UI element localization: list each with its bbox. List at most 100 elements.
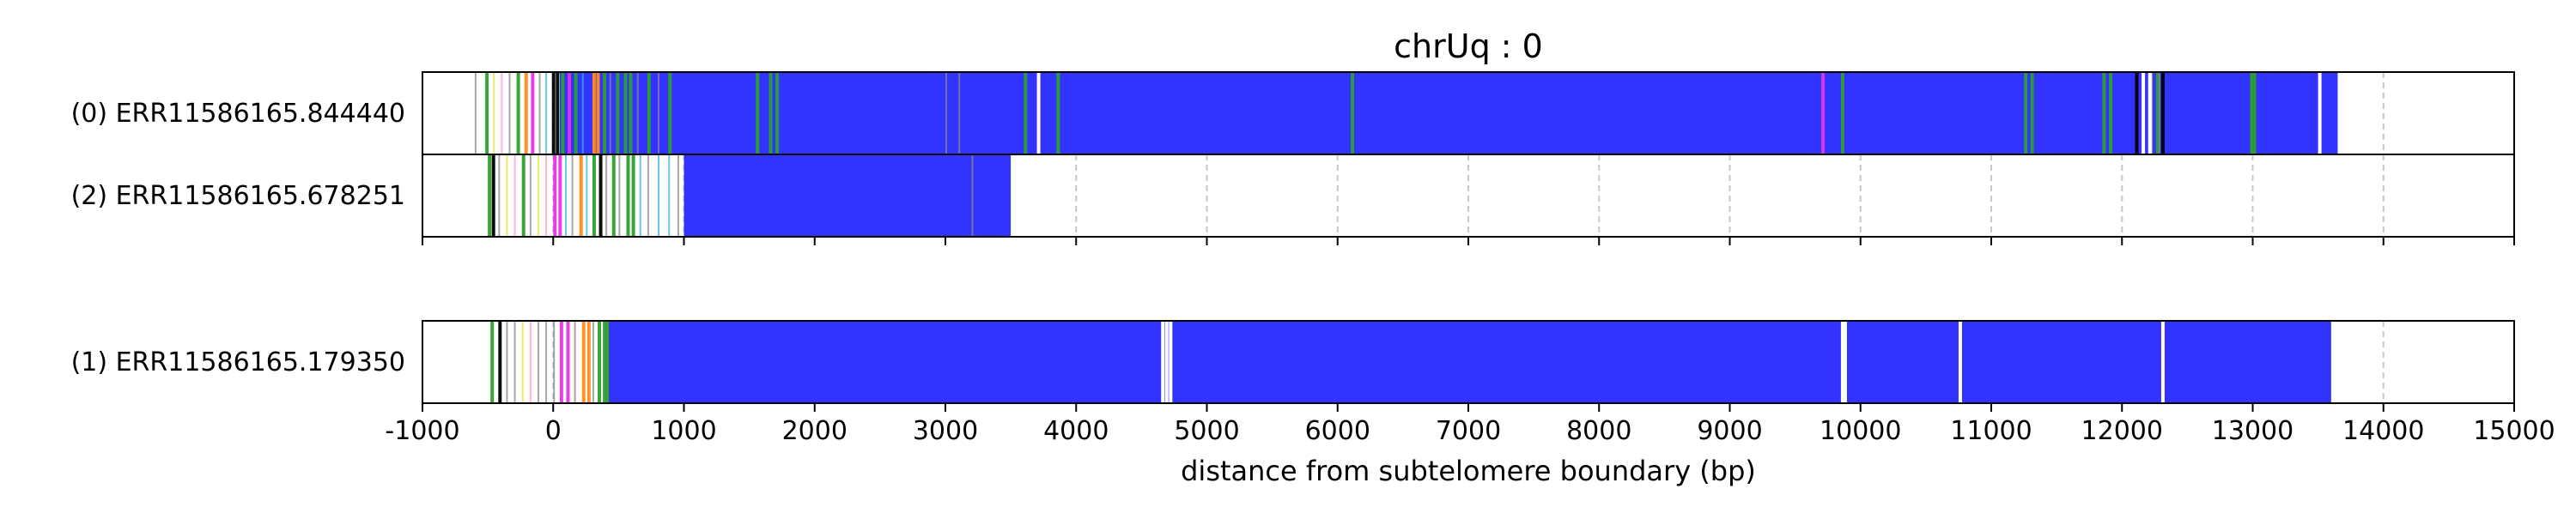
gap-mark: [2148, 72, 2152, 154]
x-tick-label: 14000: [2342, 416, 2424, 446]
feature-mark: [971, 154, 974, 237]
feature-mark: [605, 321, 610, 403]
feature-mark: [498, 154, 501, 237]
gap-mark: [1161, 321, 1165, 403]
x-axis: -1000 0 1000 2000 3000 4000 5000 6000 7000 8000 90…: [385, 237, 2555, 446]
x-tick-label: 15000: [2473, 416, 2555, 446]
x-tick-label: 6000: [1305, 416, 1370, 446]
feature-mark: [545, 154, 548, 237]
feature-mark: [592, 321, 594, 403]
feature-mark: [485, 72, 489, 154]
feature-mark: [623, 72, 628, 154]
feature-mark: [2150, 72, 2153, 154]
feature-mark: [556, 72, 560, 154]
feature-mark: [668, 154, 671, 237]
gap-mark: [1840, 321, 1844, 403]
gap-mark: [1169, 321, 1173, 403]
feature-mark: [639, 154, 641, 237]
feature-mark: [1821, 72, 1826, 154]
x-tick-label: 12000: [2081, 416, 2163, 446]
feature-mark: [498, 321, 502, 403]
x-tick-label: 7000: [1436, 416, 1501, 446]
feature-mark: [618, 154, 621, 237]
feature-mark: [586, 321, 591, 403]
gap-mark: [1843, 321, 1847, 403]
x-tick-label: 0: [545, 416, 562, 446]
feature-mark: [553, 154, 557, 237]
feature-mark: [592, 154, 596, 237]
track-0: (0) ERR11586165.844440: [71, 72, 2338, 154]
x-tick-label: 11000: [1950, 416, 2032, 446]
x-tick-label: 13000: [2212, 416, 2293, 446]
gap-mark: [1958, 321, 1962, 403]
feature-mark: [609, 72, 611, 154]
feature-mark: [529, 321, 532, 403]
feature-mark: [2102, 72, 2106, 154]
gap-mark: [2318, 72, 2322, 154]
feature-mark: [596, 72, 600, 154]
feature-mark: [658, 154, 660, 237]
feature-mark: [551, 72, 556, 154]
feature-mark: [2250, 72, 2254, 154]
feature-mark: [2030, 72, 2034, 154]
feature-mark: [647, 72, 651, 154]
feature-mark: [579, 154, 583, 237]
feature-mark: [603, 72, 607, 154]
feature-mark: [490, 321, 495, 403]
feature-mark: [598, 154, 603, 237]
feature-mark: [558, 154, 562, 237]
feature-mark: [559, 321, 563, 403]
feature-mark: [769, 72, 773, 154]
feature-mark: [2160, 72, 2165, 154]
gap-mark: [2142, 72, 2146, 154]
chart-title: chrUq : 0: [1394, 27, 1543, 65]
feature-mark: [521, 321, 524, 403]
feature-mark: [958, 72, 961, 154]
feature-mark: [2024, 72, 2028, 154]
feature-mark: [506, 321, 508, 403]
feature-mark: [1056, 72, 1060, 154]
gap-mark: [2160, 321, 2165, 403]
feature-mark: [516, 72, 520, 154]
feature-mark: [616, 72, 620, 154]
x-tick-label: 4000: [1043, 416, 1109, 446]
feature-mark: [545, 72, 548, 154]
feature-mark: [513, 154, 516, 237]
feature-mark: [677, 154, 679, 237]
feature-mark: [574, 321, 576, 403]
feature-mark: [564, 154, 567, 237]
feature-mark: [529, 154, 532, 237]
x-axis-label: distance from subtelomere boundary (bp): [1181, 455, 1756, 487]
feature-mark: [493, 72, 495, 154]
x-tick-label: 9000: [1697, 416, 1762, 446]
feature-mark: [945, 72, 947, 154]
feature-mark: [626, 154, 630, 237]
x-tick-label: 10000: [1820, 416, 1901, 446]
feature-mark: [631, 154, 635, 237]
feature-mark: [581, 321, 586, 403]
gap-mark: [1036, 72, 1041, 154]
feature-mark: [2155, 72, 2160, 154]
feature-mark: [592, 72, 596, 154]
x-tick-label: 5000: [1174, 416, 1239, 446]
feature-mark: [513, 321, 516, 403]
feature-mark: [567, 72, 571, 154]
feature-mark: [508, 72, 511, 154]
feature-mark: [581, 72, 584, 154]
feature-mark: [658, 72, 660, 154]
feature-mark: [629, 72, 633, 154]
feature-mark: [2135, 72, 2139, 154]
feature-mark: [1840, 72, 1844, 154]
feature-mark: [775, 72, 780, 154]
feature-mark: [561, 72, 565, 154]
gap-mark: [1164, 321, 1169, 403]
x-tick-label: 2000: [782, 416, 848, 446]
track-fill: [683, 154, 1012, 237]
feature-mark: [598, 321, 602, 403]
feature-mark: [491, 154, 495, 237]
feature-mark: [2158, 72, 2160, 154]
feature-mark: [538, 72, 541, 154]
x-tick-label: 3000: [913, 416, 978, 446]
feature-mark: [545, 321, 548, 403]
